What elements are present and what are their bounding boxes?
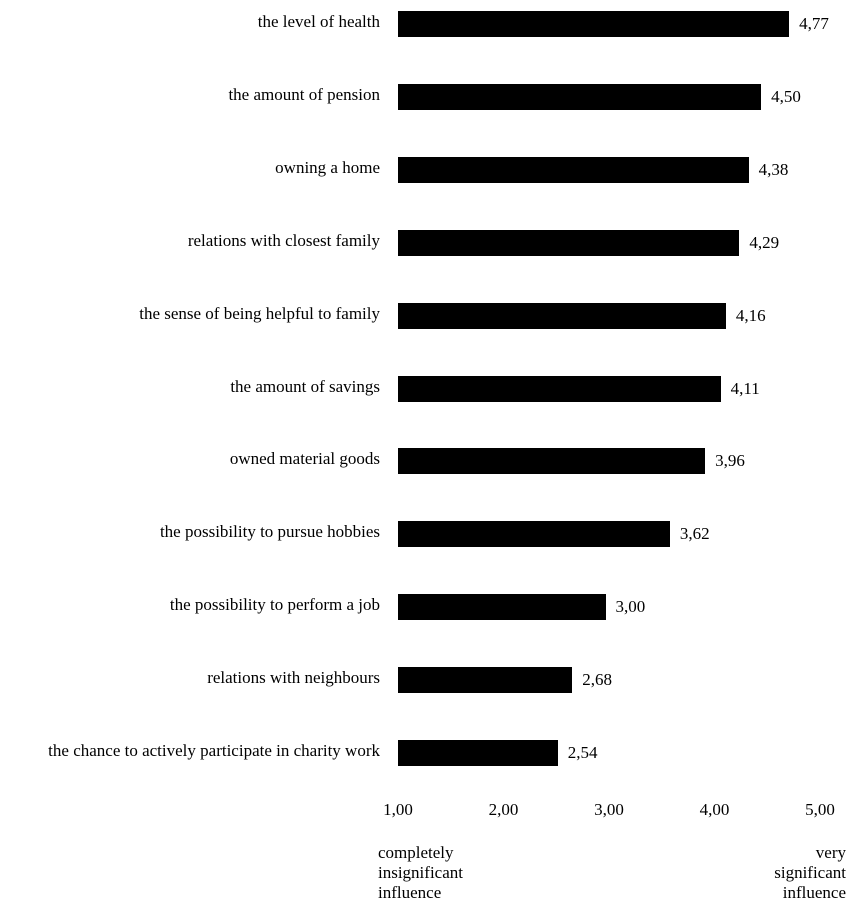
bar xyxy=(398,11,790,37)
value-label: 2,68 xyxy=(582,670,613,690)
x-tick-label: 3,00 xyxy=(594,800,624,819)
value-label: 4,50 xyxy=(771,86,801,106)
bar xyxy=(398,740,558,766)
x-tick-label: 5,00 xyxy=(805,800,835,819)
value-label: 4,11 xyxy=(730,378,760,398)
bar xyxy=(398,521,670,548)
value-label: 3,62 xyxy=(679,524,710,544)
bar xyxy=(398,302,726,329)
value-label: 3,96 xyxy=(715,451,745,471)
bar xyxy=(398,83,762,110)
category-label: the level of health xyxy=(257,12,380,31)
scale-max-label: very significant influence xyxy=(774,843,846,902)
bar xyxy=(398,229,740,256)
category-label: the amount of pension xyxy=(228,84,380,104)
x-tick-label: 4,00 xyxy=(699,800,730,819)
x-tick-label: 1,00 xyxy=(383,800,413,819)
category-label: the possibility to perform a job xyxy=(169,595,380,615)
value-label: 3,00 xyxy=(615,597,646,617)
scale-min-label: completely insignificant influence xyxy=(378,843,463,902)
x-tick-label: 2,00 xyxy=(488,800,519,819)
bar xyxy=(398,667,573,694)
bar xyxy=(398,156,749,183)
bar xyxy=(398,594,606,621)
value-label: 4,38 xyxy=(758,159,789,179)
value-label: 4,16 xyxy=(735,305,766,325)
bar xyxy=(398,448,706,475)
value-label: 2,54 xyxy=(567,743,598,762)
category-label: the sense of being helpful to family xyxy=(139,303,380,323)
category-label: relations with neighbours xyxy=(207,668,380,688)
value-label: 4,29 xyxy=(749,232,780,252)
category-label: the amount of savings xyxy=(230,376,380,396)
category-label: owning a home xyxy=(275,157,380,177)
value-label: 4,77 xyxy=(799,14,829,33)
bar xyxy=(398,375,721,402)
category-label: owned material goods xyxy=(229,449,380,469)
category-label: relations with closest family xyxy=(187,230,380,250)
category-label: the possibility to pursue hobbies xyxy=(159,522,380,542)
category-label: the chance to actively participate in ch… xyxy=(48,741,380,760)
